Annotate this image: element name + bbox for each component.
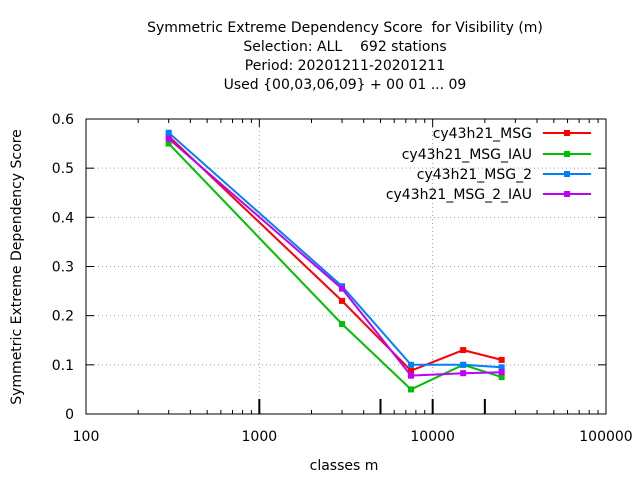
data-point [339,321,346,328]
y-tick-label: 0.6 [52,112,74,128]
y-tick-label: 0.1 [52,358,74,374]
data-point [498,356,505,363]
grid [86,119,606,414]
y-tick-label: 0 [65,407,74,423]
data-point [339,285,346,292]
legend-label: cy43h21_MSG_2 [417,167,532,183]
data-point [408,372,415,379]
data-point [408,367,415,374]
legend-label: cy43h21_MSG [433,126,532,142]
chart-title: Symmetric Extreme Dependency Score for V… [147,20,543,36]
y-tick-label: 0.3 [52,260,74,276]
x-tick-label: 10000 [410,429,455,445]
data-point [498,374,505,381]
y-tick-label: 0.4 [52,210,74,226]
data-point [165,129,172,136]
class-markers [258,399,486,414]
x-tick-label: 1000 [242,429,278,445]
data-point [339,297,346,304]
legend-label: cy43h21_MSG_2_IAU [386,187,532,203]
y-tick-label: 0.5 [52,161,74,177]
x-axis-label: classes m [310,458,379,474]
y-axis-label: Symmetric Extreme Dependency Score [9,129,25,405]
legend: cy43h21_MSG cy43h21_MSG_IAU cy43h21_MSG_2c… [386,126,591,203]
data-point [498,369,505,376]
legend-swatch-marker [564,171,570,177]
legend-swatch-marker [564,130,570,136]
series-group [165,129,505,393]
chart-title-block: Symmetric Extreme Dependency Score for V… [0,19,640,95]
chart-subtitle-selection: Selection: ALL 692 stations [243,39,447,55]
axis-ticks: 0 0.1 0.2 0.3 0.4 0.5 0.6 100 1000 10000 100000 [52,112,633,445]
series-cy43h21_MSG_2_IAU [165,135,505,379]
chart-subtitle-used: Used {00,03,06,09} + 00 01 ... 09 [223,77,467,93]
data-point [165,140,172,147]
x-tick-label: 100000 [579,429,632,445]
series-cy43h21_MSG_2 [165,129,505,371]
y-tick-label: 0.2 [52,309,74,325]
data-point [408,386,415,393]
chart-subtitle-period: Period: 20201211-20201211 [244,58,446,74]
legend-swatch-marker [564,191,570,197]
legend-swatch-marker [564,151,570,157]
legend-label: cy43h21_MSG_IAU [402,147,532,163]
data-point [498,364,505,371]
data-point [165,135,172,142]
data-point [408,361,415,368]
data-point [460,347,467,354]
x-tick-label: 100 [73,429,100,445]
data-point [460,361,467,368]
data-point [460,370,467,377]
